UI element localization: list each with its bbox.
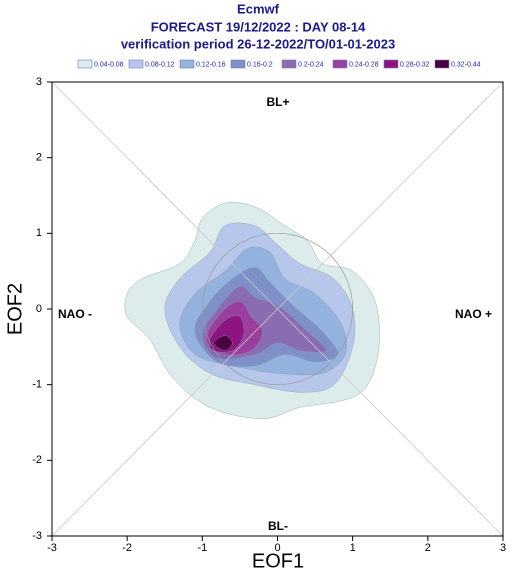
legend-label: 0.28-0.32 [400, 61, 430, 68]
y-tick-label: -2 [32, 454, 42, 466]
x-tick-label: 0 [274, 542, 280, 554]
x-tick-label: 3 [500, 542, 506, 554]
legend-swatch [281, 59, 297, 69]
regime-label: BL+ [266, 95, 289, 109]
legend-label: 0.12-0.16 [196, 61, 226, 68]
legend-swatch [332, 59, 348, 69]
x-tick-label: 2 [425, 542, 431, 554]
x-tick-label: -3 [47, 542, 57, 554]
legend-swatch [179, 59, 195, 69]
x-tick-label: -1 [197, 542, 207, 554]
contour-region [213, 335, 233, 351]
x-tick-label: -2 [122, 542, 132, 554]
legend-label: 0.32-0.44 [451, 61, 481, 68]
y-tick-label: 3 [36, 76, 42, 88]
chart-subtitle: FORECAST 19/12/2022 : DAY 08-14 [151, 19, 366, 34]
legend-swatch [128, 59, 144, 69]
y-tick-label: 0 [36, 303, 42, 315]
regime-label: NAO + [455, 307, 492, 321]
diagonal [51, 81, 504, 537]
legend-swatch [77, 59, 93, 69]
legend-label: 0.2-0.24 [298, 61, 324, 68]
y-tick-label: 1 [36, 227, 42, 239]
legend-swatch [383, 59, 399, 69]
legend-label: 0.16-0.2 [247, 61, 273, 68]
x-tick-label: 1 [350, 542, 356, 554]
y-axis-label: EOF2 [4, 283, 26, 335]
legend-swatch [230, 59, 246, 69]
chart-title: Ecmwf [237, 1, 280, 16]
x-axis-label: EOF1 [252, 550, 304, 572]
y-tick-label: 2 [36, 152, 42, 164]
legend-label: 0.04-0.08 [94, 61, 124, 68]
y-tick-label: -3 [32, 530, 42, 542]
legend-label: 0.24-0.28 [349, 61, 379, 68]
legend-swatch [434, 59, 450, 69]
regime-label: BL- [268, 519, 288, 533]
chart-subtitle: verification period 26-12-2022/TO/01-01-… [121, 36, 395, 51]
y-tick-label: -1 [32, 379, 42, 391]
regime-label: NAO - [58, 307, 92, 321]
unit-circle [201, 232, 354, 386]
legend-label: 0.08-0.12 [145, 61, 175, 68]
